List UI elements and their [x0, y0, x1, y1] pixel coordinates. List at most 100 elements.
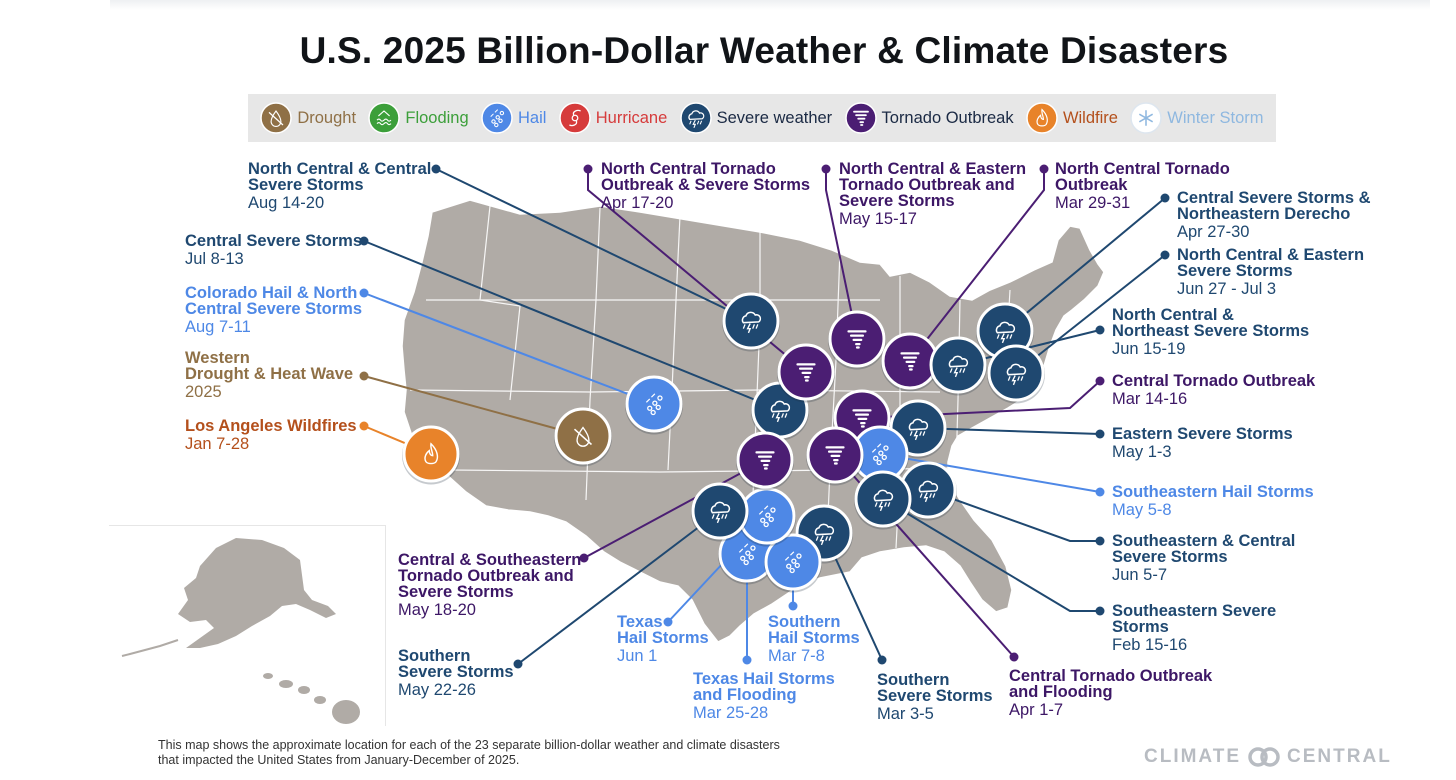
- leader-line-10: [1015, 254, 1166, 374]
- event-marker-5-wildfire-icon[interactable]: [402, 425, 460, 485]
- event-title: North Central Tornado Outbreak & Severe …: [601, 160, 811, 194]
- event-label-17: Central Tornado Outbreak and Flooding Apr…: [1009, 667, 1213, 719]
- leader-dot-4: [359, 371, 369, 381]
- event-dates: May 5-8: [1112, 501, 1172, 519]
- event-marker-3-hail-icon[interactable]: [625, 375, 683, 435]
- event-title: Texas Hail Storms and Flooding: [693, 670, 835, 704]
- event-marker-14-hail-icon[interactable]: [851, 425, 909, 485]
- leader-line-14: [879, 453, 1101, 493]
- leader-dot-9: [1160, 193, 1170, 203]
- event-dates: May 18-20: [398, 601, 476, 619]
- event-marker-7-tornado-icon[interactable]: [828, 310, 886, 370]
- land-layer: [121, 199, 1105, 724]
- leader-dot-13: [1095, 429, 1105, 439]
- event-label-9: Central Severe Storms & Northeastern Der…: [1177, 190, 1371, 241]
- leader-dot-22: [513, 659, 523, 669]
- event-dates: Jun 15-19: [1112, 340, 1186, 358]
- event-dates: May 22-26: [398, 681, 476, 699]
- legend-label-tornado: Tornado Outbreak: [881, 108, 1014, 127]
- footnote: This map shows the approximate location …: [158, 738, 780, 768]
- leader-dot-14: [1095, 487, 1105, 497]
- leader-line-1: [435, 168, 752, 322]
- event-marker-11-severe-icon[interactable]: [929, 336, 987, 396]
- alaska-chain: [121, 639, 179, 657]
- event-dates: May 1-3: [1112, 443, 1172, 461]
- leader-lines: [359, 164, 1170, 669]
- event-marker-17-tornado-icon[interactable]: [806, 426, 864, 486]
- event-marker-4-drought-icon[interactable]: [554, 407, 612, 467]
- legend-item-drought: Drought: [260, 102, 356, 134]
- event-title: Los Angeles Wildfires: [185, 417, 357, 435]
- leader-dot-21: [663, 617, 673, 627]
- event-marker-20-hail-icon[interactable]: [764, 533, 822, 593]
- leader-dot-16: [1095, 606, 1105, 616]
- inset-frame: [109, 525, 386, 726]
- event-label-7: North Central & Eastern Tornado Outbreak…: [839, 160, 1027, 228]
- legend-item-tornado: Tornado Outbreak: [844, 102, 1014, 134]
- legend-item-winter: Winter Storm: [1130, 102, 1264, 134]
- event-title: Texas Hail Storms: [617, 613, 709, 647]
- event-title: Central & Southeastern Tornado Outbreak …: [398, 551, 582, 601]
- hurricane-icon: [559, 102, 591, 134]
- event-label-13: Eastern Severe Storms May 1-3: [1112, 426, 1293, 461]
- event-marker-1-severe-icon[interactable]: [722, 292, 780, 352]
- event-title: Southeastern & Central Severe Storms: [1112, 532, 1296, 566]
- event-title: Western Drought & Heat Wave: [185, 349, 354, 383]
- event-label-6: North Central Tornado Outbreak & Severe …: [601, 160, 811, 212]
- climate-central-logo-icon: [1247, 747, 1281, 767]
- event-dates: Jun 5-7: [1112, 566, 1168, 584]
- footnote-line-1: This map shows the approximate location …: [158, 738, 780, 752]
- event-dates: Mar 25-28: [693, 704, 769, 722]
- leader-line-13: [917, 427, 1101, 435]
- event-label-5: Los Angeles Wildfires Jan 7-28: [185, 417, 357, 453]
- top-shadow-band: [110, 0, 1430, 10]
- leader-dot-18: [877, 655, 887, 665]
- winter-storm-icon: [1130, 102, 1163, 134]
- event-dates: May 15-17: [839, 210, 917, 228]
- leader-dot-23: [579, 553, 589, 563]
- event-title: Southern Severe Storms: [398, 647, 514, 681]
- event-dates: Aug 7-11: [185, 318, 251, 336]
- event-marker-22-severe-icon[interactable]: [691, 482, 749, 542]
- legend-item-severe: Severe weather: [679, 102, 832, 134]
- tornado-icon: [844, 102, 877, 134]
- leader-line-23: [583, 459, 766, 559]
- event-label-2: Central Severe Storms Jul 8-13: [185, 232, 362, 268]
- leader-dot-5: [359, 421, 369, 431]
- flooding-icon: [368, 102, 401, 134]
- event-marker-21-hail-icon[interactable]: [738, 487, 796, 547]
- event-marker-23-tornado-icon[interactable]: [736, 431, 794, 491]
- hail-icon: [481, 102, 513, 134]
- event-label-3: Colorado Hail & North Central Severe Sto…: [185, 285, 362, 336]
- event-label-4: Western Drought & Heat Wave 2025: [185, 349, 354, 401]
- event-title: Central Tornado Outbreak and Flooding: [1009, 667, 1213, 701]
- leader-line-2: [363, 240, 781, 411]
- legend: Drought Flooding Hail Hurricane Severe weath…: [248, 94, 1276, 142]
- event-marker-10-severe-icon[interactable]: [987, 344, 1045, 404]
- leader-dot-8: [1039, 164, 1049, 174]
- leader-dot-10: [1160, 250, 1170, 260]
- legend-item-wildfire: Wildfire: [1026, 102, 1118, 134]
- legend-label-winter: Winter Storm: [1167, 108, 1264, 127]
- event-label-21: Texas Hail Storms Jun 1: [617, 613, 709, 665]
- brand-left: CLIMATE: [1144, 746, 1242, 767]
- event-dates: Mar 7-8: [768, 647, 825, 665]
- leader-line-22: [517, 510, 721, 665]
- event-label-15: Southeastern & Central Severe Storms Jun …: [1112, 532, 1296, 584]
- event-title: North Central & Eastern Tornado Outbreak…: [839, 160, 1027, 210]
- event-title: Central Severe Storms: [185, 232, 362, 250]
- event-marker-16-severe-icon[interactable]: [854, 470, 912, 530]
- leader-dot-19: [742, 655, 752, 665]
- leader-line-16: [882, 498, 1100, 612]
- hawaii-islands: [263, 673, 360, 724]
- event-dates: Apr 1-7: [1009, 701, 1064, 719]
- event-label-14: Southeastern Hail Storms May 5-8: [1112, 484, 1314, 519]
- event-marker-6-tornado-icon[interactable]: [777, 343, 835, 403]
- event-dates: Jul 8-13: [185, 250, 244, 268]
- event-marker-15-severe-icon[interactable]: [899, 461, 957, 521]
- event-title: Southeastern Severe Storms: [1112, 602, 1277, 636]
- leader-dot-3: [359, 288, 369, 298]
- event-dates: Mar 14-16: [1112, 390, 1188, 408]
- event-label-12: Central Tornado Outbreak Mar 14-16: [1112, 373, 1315, 408]
